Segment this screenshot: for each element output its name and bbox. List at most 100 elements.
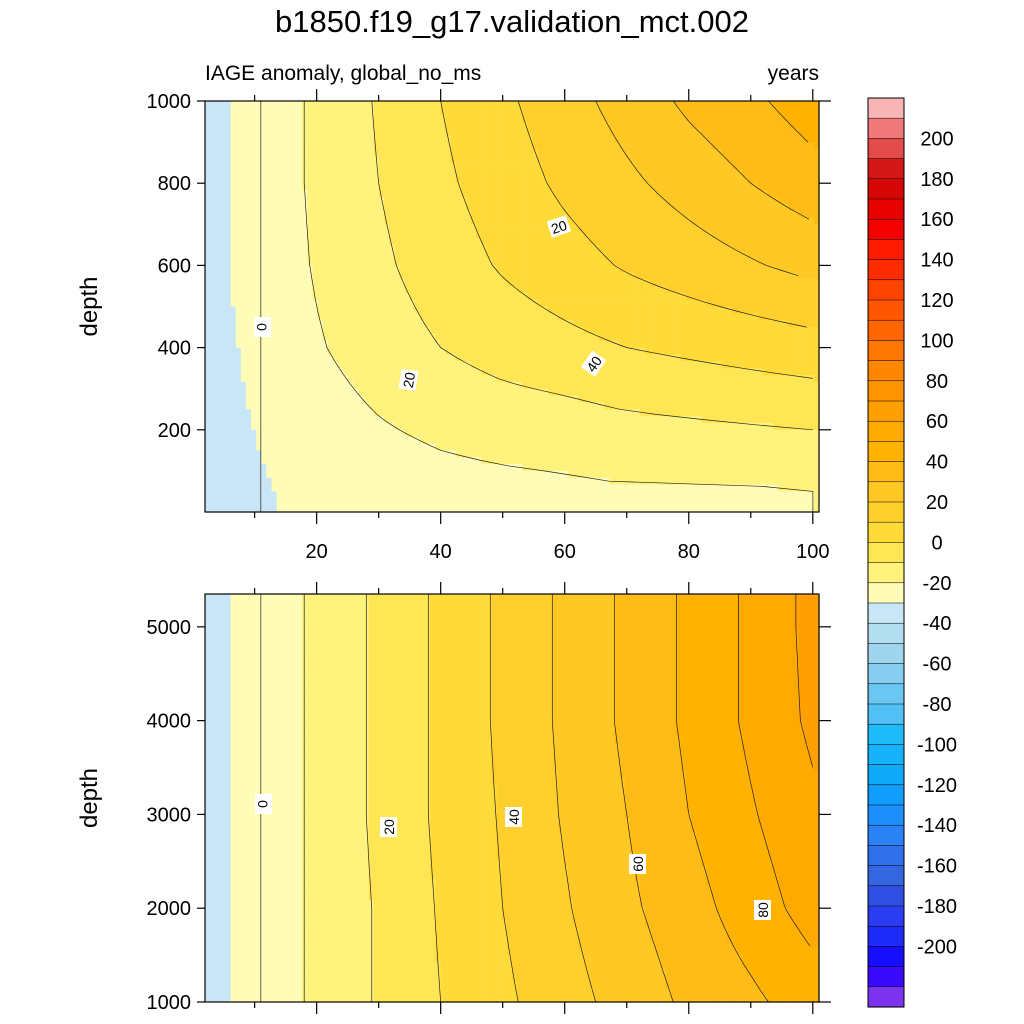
field-cell: [604, 231, 610, 239]
field-cell: [409, 285, 416, 294]
field-cell: [409, 292, 416, 301]
field-cell: [542, 279, 549, 287]
field-cell: [778, 217, 784, 225]
field-cell: [614, 203, 621, 212]
field-cell: [527, 265, 534, 273]
field-cell: [297, 142, 303, 150]
field-cell: [552, 203, 559, 212]
field-cell: [537, 190, 544, 198]
field-cell: [215, 347, 221, 356]
field-cell: [373, 101, 380, 109]
field-cell: [455, 162, 462, 171]
field-cell: [465, 190, 472, 198]
field-cell: [399, 238, 406, 246]
field-cell: [486, 244, 493, 253]
field-cell: [281, 217, 288, 225]
field-cell: [409, 354, 416, 362]
field-cell: [251, 231, 257, 239]
field-cell: [685, 162, 692, 171]
field-cell: [343, 306, 349, 314]
field-cell: [752, 114, 759, 123]
field-cell: [338, 265, 344, 273]
field-cell: [645, 306, 651, 314]
field-cell: [772, 169, 779, 177]
field-cell: [302, 272, 308, 280]
field-cell: [271, 148, 278, 157]
field-cell: [225, 313, 232, 321]
field-cell: [332, 203, 339, 212]
field-cell: [512, 238, 518, 246]
field-cell: [757, 107, 764, 116]
field-cell: [256, 306, 262, 314]
field-cell: [742, 190, 748, 198]
field-cell: [542, 107, 549, 116]
field-cell: [230, 313, 237, 321]
field-cell: [465, 306, 472, 314]
field-cell: [496, 368, 503, 376]
field-cell: [696, 375, 702, 383]
field-cell: [732, 244, 738, 253]
field-cell: [767, 190, 774, 198]
field-cell: [358, 203, 365, 212]
field-cell: [210, 347, 216, 356]
field-cell: [358, 231, 365, 239]
field-cell: [322, 299, 329, 308]
field-cell: [778, 265, 784, 273]
field-cell: [747, 285, 754, 294]
field-cell: [307, 381, 314, 390]
field-cell: [471, 162, 477, 171]
field-cell: [235, 375, 242, 383]
field-cell: [302, 217, 308, 225]
field-cell: [205, 107, 211, 116]
field-cell: [788, 231, 795, 239]
field-cell: [435, 285, 441, 294]
field-cell: [675, 265, 682, 273]
field-cell: [220, 148, 227, 157]
field-cell: [660, 251, 667, 260]
field-cell: [619, 238, 626, 246]
field-cell: [368, 114, 375, 123]
field-cell: [210, 107, 216, 116]
field-cell: [317, 238, 324, 246]
field-cell: [261, 285, 267, 294]
field-cell: [737, 148, 743, 157]
field-cell: [609, 285, 615, 294]
field-cell: [767, 306, 774, 314]
field-cell: [491, 285, 498, 294]
field-cell: [711, 114, 718, 123]
field-cell: [532, 299, 539, 308]
field-cell: [742, 121, 748, 129]
field-cell: [435, 114, 441, 123]
field-cell: [256, 121, 262, 129]
field-cell: [721, 148, 728, 157]
field-cell: [215, 258, 221, 266]
field-cell: [757, 354, 764, 362]
field-cell: [721, 327, 728, 335]
field-cell: [481, 176, 488, 184]
field-cell: [425, 340, 431, 349]
field-cell: [230, 176, 237, 184]
field-cell: [624, 299, 631, 308]
field-cell: [798, 299, 805, 308]
field-cell: [430, 279, 436, 287]
field-cell: [230, 333, 237, 342]
field-cell: [245, 381, 252, 390]
field-cell: [512, 285, 518, 294]
field-cell: [691, 354, 697, 362]
field-cell: [655, 238, 661, 246]
field-cell: [266, 101, 273, 109]
field-cell: [425, 368, 431, 376]
field-cell: [813, 347, 820, 356]
field-cell: [527, 361, 534, 369]
field-cell: [757, 128, 764, 136]
field-cell: [762, 121, 769, 129]
field-cell: [813, 128, 820, 136]
field-cell: [578, 190, 585, 198]
field-cell: [767, 176, 774, 184]
field-cell: [373, 203, 380, 212]
field-cell: [419, 285, 426, 294]
field-cell: [297, 340, 303, 349]
field-cell: [772, 210, 779, 219]
field-cell: [552, 238, 559, 246]
field-cell: [788, 361, 795, 369]
